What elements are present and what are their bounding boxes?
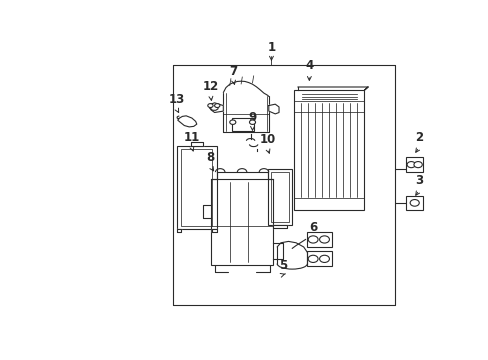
Bar xyxy=(176,146,216,229)
Bar xyxy=(270,172,288,222)
Text: 7: 7 xyxy=(229,65,237,78)
Text: 6: 6 xyxy=(308,221,317,234)
Polygon shape xyxy=(211,229,216,232)
Circle shape xyxy=(249,120,255,125)
Circle shape xyxy=(307,236,317,243)
Text: 5: 5 xyxy=(278,259,286,272)
Text: 11: 11 xyxy=(183,131,200,144)
Polygon shape xyxy=(176,229,181,232)
Circle shape xyxy=(319,255,329,262)
Circle shape xyxy=(307,255,317,262)
Circle shape xyxy=(214,104,220,108)
Circle shape xyxy=(413,162,422,168)
Polygon shape xyxy=(190,143,202,146)
Bar xyxy=(181,149,211,226)
Bar xyxy=(267,169,292,225)
Bar xyxy=(210,179,273,265)
Text: 9: 9 xyxy=(248,111,256,123)
Circle shape xyxy=(207,104,213,108)
Circle shape xyxy=(407,162,415,168)
Bar xyxy=(307,232,331,247)
Text: 12: 12 xyxy=(203,80,219,93)
Polygon shape xyxy=(210,103,223,112)
Text: 10: 10 xyxy=(259,133,275,146)
Text: 1: 1 xyxy=(267,41,275,54)
Circle shape xyxy=(409,199,418,206)
Text: 13: 13 xyxy=(168,93,184,106)
Bar xyxy=(307,251,331,266)
Text: 3: 3 xyxy=(414,174,423,187)
Bar xyxy=(231,118,254,131)
Text: 8: 8 xyxy=(206,151,215,164)
Bar xyxy=(405,157,422,172)
Bar xyxy=(405,196,422,210)
Circle shape xyxy=(319,236,329,243)
Text: 2: 2 xyxy=(414,131,423,144)
Circle shape xyxy=(229,120,235,125)
Bar xyxy=(294,90,364,210)
Polygon shape xyxy=(268,104,279,114)
Polygon shape xyxy=(272,225,287,228)
Text: 4: 4 xyxy=(305,59,313,72)
